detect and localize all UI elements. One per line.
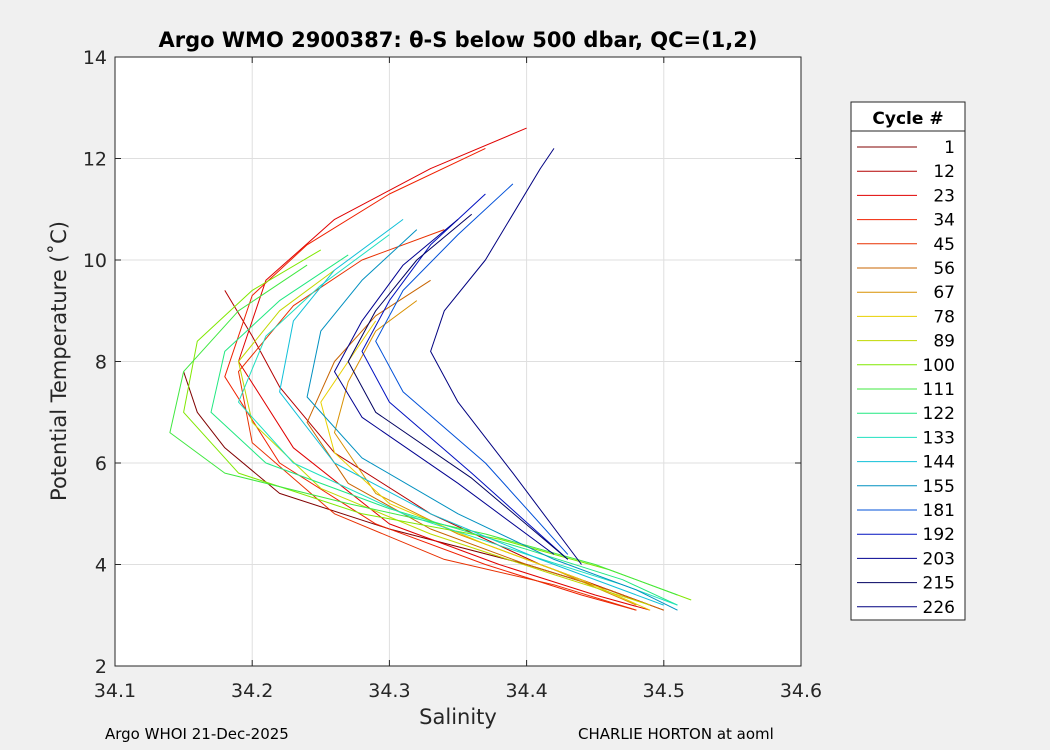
legend-label: 155 xyxy=(923,477,955,497)
x-axis-label: Salinity xyxy=(419,705,497,729)
legend-label: 23 xyxy=(933,186,955,206)
x-tick-label: 34.3 xyxy=(368,680,410,702)
legend-label: 100 xyxy=(923,356,955,376)
legend-label: 215 xyxy=(923,574,955,594)
legend-label: 181 xyxy=(923,501,955,521)
y-tick-label: 12 xyxy=(83,149,107,171)
y-axis-label: Potential Temperature (˚C) xyxy=(47,221,71,501)
legend-label: 111 xyxy=(923,380,955,400)
legend: Cycle # 1 12 23 34 45 56 67 78 89 100 111 122 133 144… xyxy=(850,101,966,621)
y-tick-label: 8 xyxy=(95,352,107,374)
legend-label: 34 xyxy=(933,211,955,231)
series-line-cycle-23 xyxy=(238,127,651,611)
x-tick-label: 34.1 xyxy=(94,680,136,702)
legend-label: 45 xyxy=(933,235,955,255)
legend-entries: 1 12 23 34 45 56 67 78 89 100 111 122 133 144 155 181 19… xyxy=(857,138,955,618)
legend-label: 144 xyxy=(923,453,955,473)
axis-ticks: 34.1 34.2 34.3 34.4 34.5 34.6 2 4 6 8 10 12 14 xyxy=(83,47,822,702)
legend-box xyxy=(850,101,966,621)
x-tick-label: 34.5 xyxy=(643,680,685,702)
footer-credit: CHARLIE HORTON at aoml xyxy=(578,725,774,743)
y-tick-label: 14 xyxy=(83,47,107,69)
legend-label: 89 xyxy=(933,332,955,352)
legend-title: Cycle # xyxy=(872,109,943,129)
series-line-cycle-181 xyxy=(375,183,569,555)
series-line-cycle-226 xyxy=(430,148,582,565)
legend-label: 122 xyxy=(923,404,955,424)
series-line-cycle-45 xyxy=(238,229,637,611)
legend-label: 133 xyxy=(923,428,955,448)
series-line-cycle-133 xyxy=(238,234,678,606)
series-line-cycle-100 xyxy=(183,249,692,601)
chart-title: Argo WMO 2900387: θ-S below 500 dbar, QC… xyxy=(159,28,758,52)
legend-label: 12 xyxy=(933,162,955,182)
y-tick-label: 10 xyxy=(83,250,107,272)
legend-label: 67 xyxy=(933,283,955,303)
series-line-cycle-155 xyxy=(306,229,678,611)
series-line-cycle-122 xyxy=(210,254,678,606)
series-line-cycle-78 xyxy=(320,320,651,611)
y-tick-label: 2 xyxy=(95,656,107,678)
x-tick-label: 34.2 xyxy=(231,680,273,702)
legend-label: 78 xyxy=(933,307,955,327)
legend-label: 226 xyxy=(923,598,955,618)
legend-label: 1 xyxy=(944,138,955,158)
series-line-cycle-192 xyxy=(361,193,569,560)
footer-source: Argo WHOI 21-Dec-2025 xyxy=(105,725,289,743)
legend-label: 192 xyxy=(923,525,955,545)
x-tick-label: 34.6 xyxy=(780,680,822,702)
series-line-cycle-203 xyxy=(334,219,555,555)
x-tick-label: 34.4 xyxy=(505,680,547,702)
y-tick-label: 6 xyxy=(95,453,107,475)
series-line-cycle-144 xyxy=(279,218,664,606)
y-tick-label: 4 xyxy=(95,555,107,577)
series-lines xyxy=(169,127,692,611)
legend-label: 56 xyxy=(933,259,955,279)
series-line-cycle-215 xyxy=(347,213,569,560)
legend-label: 203 xyxy=(923,549,955,569)
series-line-cycle-111 xyxy=(169,264,678,596)
